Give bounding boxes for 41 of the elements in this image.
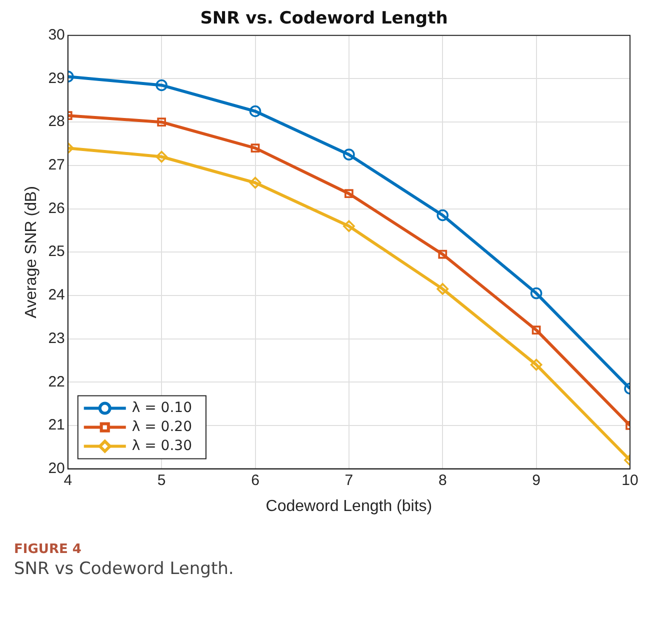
y-tick-label: 27 [48,156,65,174]
x-tick-label: 4 [64,472,72,489]
point [530,358,542,371]
x-tick-label: 6 [251,472,260,489]
y-tick-label: 28 [48,113,65,130]
y-tick-label: 29 [48,70,65,87]
point [156,150,168,163]
y-tick-label: 20 [48,460,65,477]
caption: FIGURE 4 [14,542,82,557]
y-tick-label: 26 [48,200,65,217]
x-tick-label: 8 [438,472,447,489]
point [249,105,262,118]
x-tick-label: 7 [344,472,354,489]
point [343,148,355,160]
x-tick-label: 9 [532,472,540,489]
point [436,283,449,295]
point [250,144,260,153]
point [156,79,168,92]
y-tick-label: 22 [48,373,65,390]
legend-label: λ = 0.20 [132,418,192,435]
text: SNR vs Codeword Length. [14,559,235,579]
y-tick-label: 23 [48,330,65,347]
point [532,326,541,335]
y-tick-label: 25 [48,243,65,260]
point [436,209,449,222]
x-axis-title: Codeword Length (bits) [266,498,432,515]
point [343,220,355,232]
point [157,118,166,127]
point [438,250,448,259]
point [249,176,262,189]
chart-title: SNR vs. Codeword Length [200,8,448,29]
legend-label: λ = 0.30 [132,438,192,454]
point [530,287,542,300]
point [344,189,354,198]
x-tick-label: 10 [622,472,638,489]
x-tick-label: 5 [157,472,166,489]
y-tick-label: 24 [48,286,65,304]
y-tick-label: 21 [48,416,65,434]
y-axis-title: Average SNR (dB) [23,186,40,318]
legend-label: λ = 0.10 [132,400,192,416]
y-tick-label: 30 [48,26,65,44]
